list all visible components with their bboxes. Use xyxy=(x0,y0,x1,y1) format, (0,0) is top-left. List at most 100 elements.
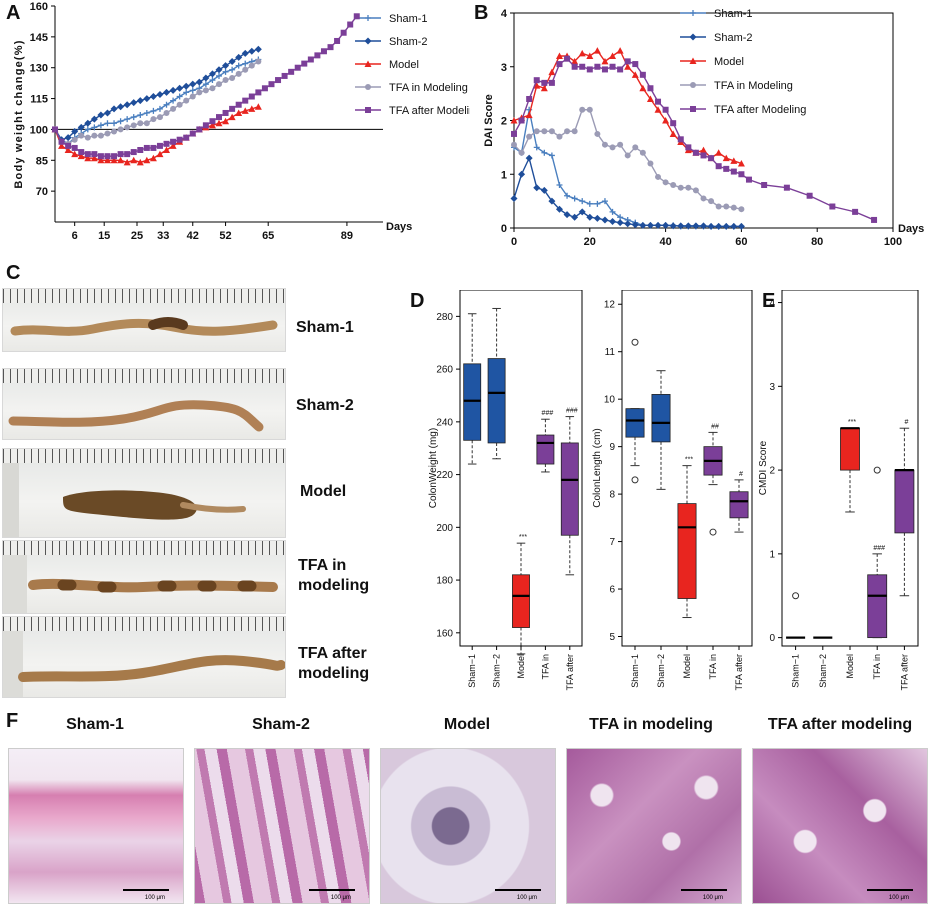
x-axis-label: Days xyxy=(898,223,924,235)
data-point xyxy=(90,154,98,162)
data-point xyxy=(700,152,707,159)
data-point xyxy=(117,126,124,133)
data-point xyxy=(548,68,556,76)
data-point xyxy=(97,156,105,164)
data-point xyxy=(571,57,579,65)
data-point xyxy=(202,87,209,94)
ruler xyxy=(3,369,285,383)
data-point xyxy=(586,213,594,221)
data-point xyxy=(124,116,131,123)
data-point xyxy=(294,64,301,71)
data-point xyxy=(130,114,137,121)
data-point xyxy=(548,79,555,86)
data-point xyxy=(564,55,571,62)
data-point xyxy=(556,133,563,140)
data-point xyxy=(646,221,654,229)
data-point xyxy=(632,61,639,68)
x-tick-label: 89 xyxy=(341,230,353,242)
data-point xyxy=(601,66,608,73)
histology-title-tfa-in: TFA in modeling xyxy=(589,716,713,733)
data-point xyxy=(510,194,518,202)
data-point xyxy=(692,187,699,194)
data-point xyxy=(555,52,563,59)
box-body xyxy=(463,363,482,441)
data-point xyxy=(662,179,669,186)
data-point xyxy=(518,117,525,124)
data-point xyxy=(195,78,203,86)
data-point xyxy=(176,93,183,100)
data-point xyxy=(347,21,354,28)
data-point xyxy=(609,144,616,151)
data-point xyxy=(722,154,730,162)
y-tick-label: 2 xyxy=(501,116,507,128)
colon-sample-tfa-after xyxy=(3,631,285,697)
data-point xyxy=(97,153,104,160)
data-point xyxy=(708,198,715,205)
data-point xyxy=(64,146,72,153)
data-point xyxy=(617,66,624,73)
data-point xyxy=(202,81,209,88)
data-point xyxy=(71,136,78,143)
data-point xyxy=(216,81,222,88)
box-3: ### xyxy=(536,410,555,473)
histology-image-tfa-after: 100 μm xyxy=(752,748,928,904)
data-point xyxy=(685,184,692,191)
box-body xyxy=(729,491,749,519)
data-point xyxy=(235,53,243,61)
data-point xyxy=(97,122,104,129)
data-point xyxy=(117,156,125,164)
data-point xyxy=(616,47,624,54)
outlier-point xyxy=(631,338,639,346)
data-point xyxy=(248,47,256,55)
data-point xyxy=(301,60,308,67)
legend-marker-model xyxy=(364,60,372,67)
data-point xyxy=(156,105,163,112)
data-point xyxy=(670,120,677,127)
series-tfa_in xyxy=(511,106,745,213)
data-point xyxy=(708,155,715,162)
data-point xyxy=(340,29,347,36)
data-point xyxy=(268,81,275,88)
data-point xyxy=(715,222,723,230)
data-point xyxy=(222,117,230,125)
data-point xyxy=(700,195,707,202)
data-point xyxy=(222,68,229,75)
significance-label: ### xyxy=(873,545,885,552)
data-point xyxy=(248,62,255,69)
histology-title-model: Model xyxy=(443,716,491,733)
colon-label-tfa-after: TFA after modeling xyxy=(298,645,370,682)
y-tick-label: 130 xyxy=(30,63,48,75)
x-tick-label: Sham−1 xyxy=(630,654,640,688)
x-tick-label: 6 xyxy=(72,230,78,242)
box-3: ### xyxy=(867,545,888,639)
data-point xyxy=(209,77,216,84)
y-axis-label: ColonLength (cm) xyxy=(592,428,603,507)
data-point xyxy=(117,103,125,111)
data-point xyxy=(624,152,631,159)
legend-label-model: Model xyxy=(714,56,744,68)
box-body xyxy=(840,427,860,471)
data-point xyxy=(541,149,548,156)
data-point xyxy=(526,96,533,102)
significance-label: ### xyxy=(566,408,578,415)
data-point xyxy=(723,165,730,172)
series-sham1 xyxy=(52,56,262,147)
data-point xyxy=(170,138,177,145)
data-point xyxy=(647,85,654,92)
significance-label: # xyxy=(904,419,908,426)
data-point xyxy=(609,218,617,226)
colon-sample-sham1 xyxy=(10,317,278,336)
data-point xyxy=(156,150,164,158)
data-point xyxy=(655,98,662,105)
data-point xyxy=(594,63,601,70)
data-point xyxy=(196,126,203,133)
data-point xyxy=(646,95,654,102)
box-body xyxy=(625,408,645,438)
colon-sample-tfa-in xyxy=(3,555,278,613)
data-point xyxy=(228,58,236,66)
data-point xyxy=(281,72,288,79)
y-tick-label: 180 xyxy=(436,576,453,587)
data-point xyxy=(196,89,203,96)
data-point xyxy=(662,117,670,124)
data-point xyxy=(235,62,242,69)
